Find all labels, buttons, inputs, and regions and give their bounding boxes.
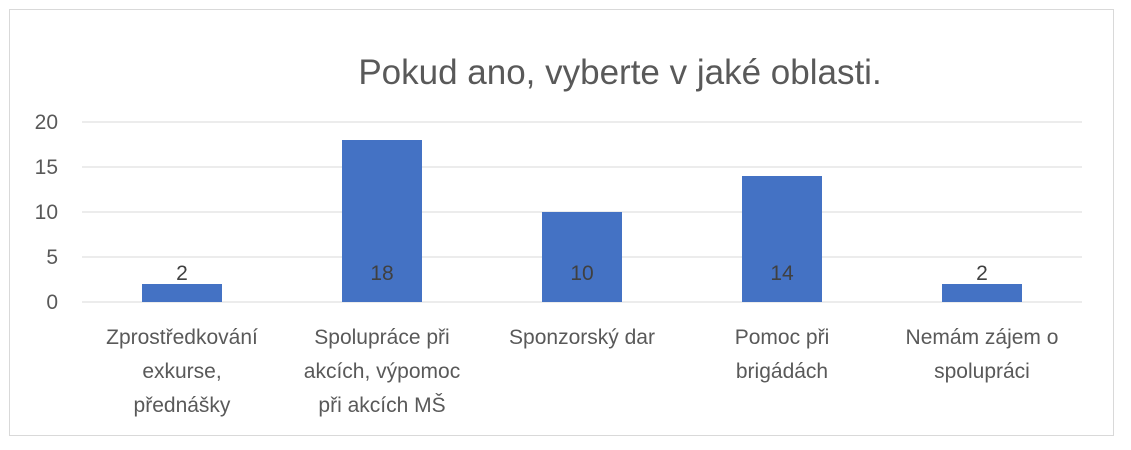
bars — [142, 140, 1022, 302]
category-label: Nemám zájem o — [906, 326, 1059, 349]
y-tick-label: 15 — [35, 156, 58, 179]
data-label: 10 — [570, 262, 593, 285]
x-axis-categories: Zprostředkování exkurse, přednášky Spoluprá… — [106, 326, 1058, 417]
data-label: 14 — [770, 262, 794, 285]
data-label: 2 — [176, 262, 188, 285]
y-axis-ticks: 0 5 10 15 20 — [35, 111, 58, 314]
category-label: exkurse, — [142, 360, 221, 383]
bar — [542, 212, 622, 302]
data-label: 2 — [976, 262, 988, 285]
bar — [342, 140, 422, 302]
category-label: brigádách — [736, 360, 828, 383]
category-label: Spolupráce při — [314, 326, 449, 349]
category-label: Sponzorský dar — [509, 326, 655, 349]
bar — [942, 284, 1022, 302]
chart-title: Pokud ano, vyberte v jaké oblasti. — [358, 53, 881, 92]
y-tick-label: 0 — [46, 291, 58, 314]
category-label: přednášky — [134, 394, 231, 417]
category-label: Pomoc při — [735, 326, 830, 349]
category-label: akcích, výpomoc — [304, 360, 460, 383]
bar — [742, 176, 822, 302]
data-labels: 2 18 10 14 2 — [176, 262, 988, 285]
bar — [142, 284, 222, 302]
category-label: spolupráci — [934, 360, 1030, 383]
data-label: 18 — [370, 262, 393, 285]
category-label: při akcích MŠ — [318, 394, 445, 417]
category-label: Zprostředkování — [106, 326, 258, 349]
y-tick-label: 20 — [35, 111, 58, 134]
y-tick-label: 5 — [46, 246, 58, 269]
y-tick-label: 10 — [35, 201, 58, 224]
